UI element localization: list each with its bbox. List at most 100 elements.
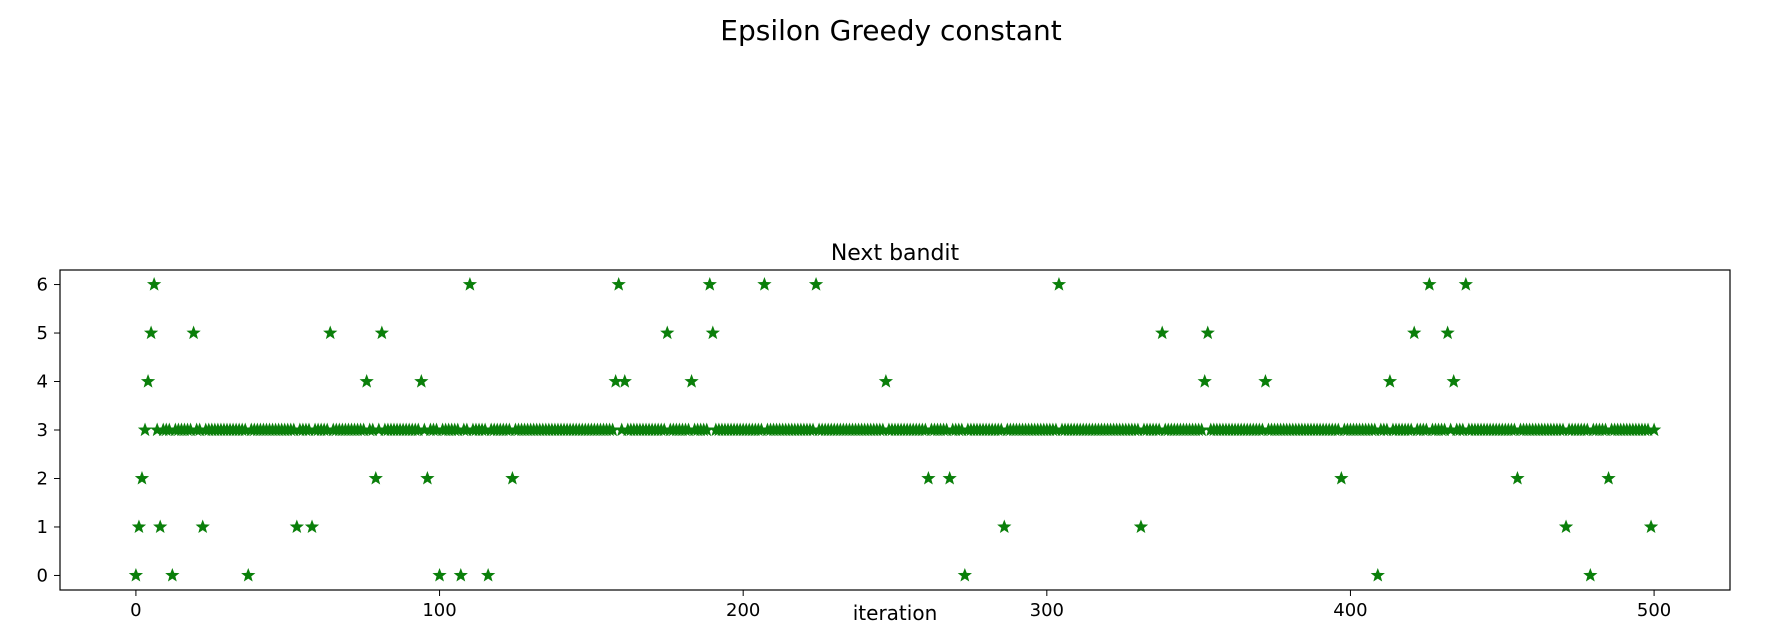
data-point	[1334, 470, 1349, 485]
data-point	[754, 422, 769, 437]
scatter-points	[128, 277, 1662, 582]
data-point	[1370, 567, 1385, 582]
x-tick-label: 500	[1637, 600, 1671, 621]
data-point	[1507, 422, 1522, 437]
data-point	[1197, 374, 1212, 388]
data-point	[1446, 374, 1461, 388]
data-point	[1404, 422, 1419, 437]
data-point	[146, 277, 162, 291]
data-point	[183, 422, 198, 437]
data-point	[1510, 470, 1525, 485]
data-point	[128, 567, 144, 582]
data-point	[660, 325, 675, 340]
y-tick-label: 2	[37, 468, 48, 489]
data-point	[432, 567, 447, 582]
data-point	[921, 470, 936, 485]
data-point	[192, 422, 207, 437]
data-point	[1200, 325, 1215, 340]
data-point	[417, 422, 432, 437]
data-point	[134, 470, 150, 485]
data-point	[450, 422, 465, 437]
data-point	[1422, 277, 1437, 291]
data-point	[502, 422, 517, 437]
data-point	[356, 422, 371, 437]
x-tick-label: 300	[1030, 600, 1064, 621]
data-point	[195, 519, 210, 534]
x-axis: 0 100 200 300 400 500	[130, 590, 1671, 621]
data-point	[238, 422, 253, 437]
data-point	[1419, 422, 1434, 437]
data-point	[1258, 374, 1273, 388]
data-point	[241, 567, 256, 582]
figure-suptitle: Epsilon Greedy constant	[720, 14, 1062, 47]
y-tick-label: 5	[37, 323, 48, 344]
y-tick-label: 3	[37, 420, 48, 441]
data-point	[131, 519, 147, 534]
data-point	[304, 519, 320, 534]
data-point	[1643, 519, 1659, 534]
data-point	[878, 374, 894, 388]
y-tick-label: 1	[37, 517, 48, 538]
data-point	[705, 325, 720, 340]
data-point	[480, 567, 496, 582]
data-point	[365, 422, 380, 437]
data-point	[805, 422, 821, 437]
data-point	[150, 422, 165, 437]
data-point	[1640, 422, 1656, 437]
data-point	[462, 277, 478, 291]
data-point	[1601, 470, 1616, 485]
data-point	[617, 374, 632, 388]
y-tick-label: 6	[37, 275, 48, 296]
data-point	[414, 374, 429, 388]
data-point	[1194, 422, 1209, 437]
x-tick-label: 100	[422, 600, 456, 621]
data-point	[875, 422, 890, 437]
data-point	[186, 325, 201, 340]
data-point	[1152, 422, 1167, 437]
data-point	[459, 422, 475, 437]
data-point	[1130, 422, 1146, 437]
data-point	[684, 374, 699, 388]
y-tick-label: 0	[37, 565, 48, 586]
data-point	[162, 422, 177, 437]
data-point	[153, 519, 168, 534]
data-point	[954, 422, 969, 437]
data-point	[699, 422, 714, 437]
data-point	[301, 422, 317, 437]
data-point	[608, 374, 623, 388]
axes-title: Next bandit	[831, 241, 960, 266]
data-point	[323, 325, 338, 340]
data-point	[320, 422, 335, 437]
data-point	[1580, 422, 1595, 437]
data-point	[1051, 277, 1067, 291]
data-point	[429, 422, 444, 437]
data-point	[289, 519, 304, 534]
data-point	[657, 422, 672, 437]
data-point	[681, 422, 696, 437]
data-point	[374, 325, 389, 340]
x-tick-label: 200	[726, 600, 760, 621]
data-point	[143, 325, 159, 340]
data-point	[1440, 325, 1455, 340]
data-point	[942, 470, 957, 485]
x-tick-label: 0	[130, 600, 141, 621]
data-point	[1382, 374, 1398, 388]
data-point	[453, 567, 468, 582]
data-point	[1331, 422, 1346, 437]
data-point	[957, 567, 972, 582]
data-point	[1646, 422, 1662, 437]
data-point	[611, 277, 626, 291]
data-point	[757, 277, 772, 291]
data-point	[477, 422, 493, 437]
data-point	[939, 422, 954, 437]
data-point	[997, 519, 1012, 534]
data-point	[605, 422, 620, 437]
data-point	[808, 277, 824, 291]
data-point	[140, 374, 156, 388]
data-point	[1555, 422, 1571, 437]
data-point	[1367, 422, 1382, 437]
data-point	[1048, 422, 1064, 437]
data-point	[411, 422, 426, 437]
